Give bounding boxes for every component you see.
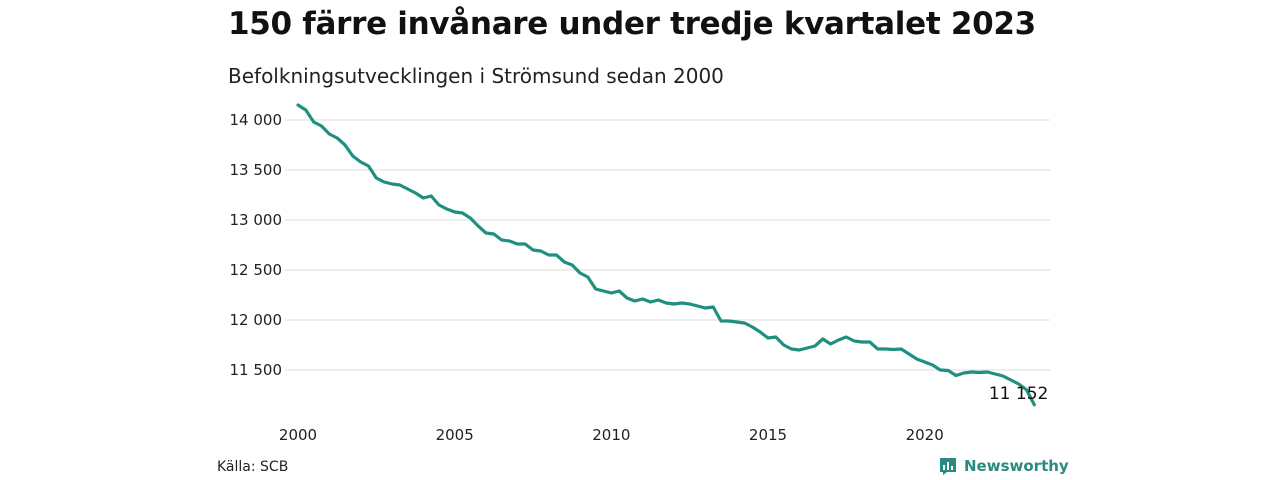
- gridlines: [285, 119, 1050, 371]
- y-axis: 11 500 12 000 12 500 13 000 13 500 14 000: [230, 111, 283, 379]
- brand-name: Newsworthy: [964, 457, 1069, 475]
- chart-subtitle: Befolkningsutvecklingen i Strömsund seda…: [228, 64, 724, 88]
- y-tick-label: 12 000: [230, 311, 283, 329]
- newsworthy-logo-icon: [940, 458, 956, 475]
- series-group: [296, 103, 1036, 407]
- y-tick-label: 13 000: [230, 211, 283, 229]
- x-tick-label: 2015: [749, 426, 787, 444]
- data-labels: 11 152: [989, 384, 1048, 404]
- y-tick-label: 11 500: [230, 361, 283, 379]
- source-note: Källa: SCB: [217, 459, 289, 475]
- y-tick-label: 13 500: [230, 161, 283, 179]
- x-tick-label: 2005: [436, 426, 474, 444]
- end-value-label: 11 152: [989, 384, 1048, 404]
- x-tick-label: 2000: [279, 426, 317, 444]
- y-tick-label: 12 500: [230, 261, 283, 279]
- brand-logo[interactable]: Newsworthy: [938, 456, 1069, 476]
- x-tick-label: 2020: [906, 426, 944, 444]
- chart-title: 150 färre invånare under tredje kvartale…: [228, 6, 1036, 42]
- x-tick-label: 2010: [592, 426, 630, 444]
- series-line-0: [296, 103, 1036, 407]
- x-axis: 2000 2005 2010 2015 2020: [279, 426, 944, 444]
- y-tick-label: 14 000: [230, 111, 283, 129]
